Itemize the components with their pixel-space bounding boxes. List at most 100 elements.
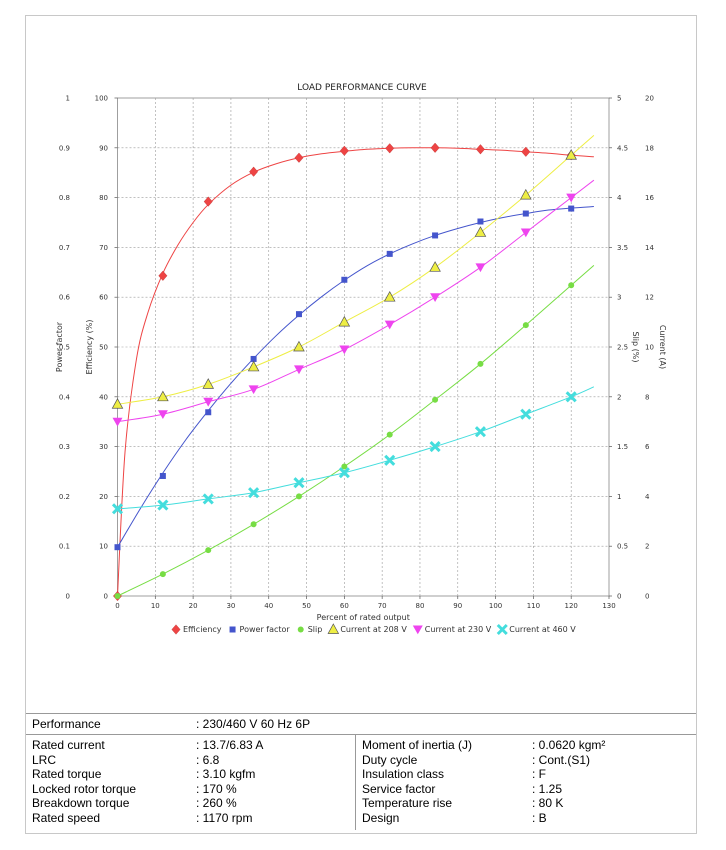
power-factor-tick-label: 0.7 <box>59 244 70 252</box>
data-point-slip <box>159 571 166 578</box>
data-point-slip <box>477 360 484 367</box>
series-line-slip <box>117 264 595 597</box>
spec-row: Breakdown torque : 260 % Temperature ris… <box>26 796 696 811</box>
slip-tick-label: 0.5 <box>617 543 628 551</box>
data-point-current-at-460-v <box>474 426 487 438</box>
performance-value: : 230/460 V 60 Hz 6P <box>196 717 311 731</box>
series-layer <box>111 134 595 602</box>
power-factor-axis-title: Power factor <box>55 321 64 372</box>
power-factor-tick-label: 0.2 <box>59 493 70 501</box>
slip-tick-label: 2.5 <box>617 344 628 352</box>
data-point-current-at-460-v <box>293 477 305 489</box>
spec-grid: Rated current : 13.7/6.83 A Moment of in… <box>26 735 696 830</box>
data-point-current-at-460-v <box>157 499 169 511</box>
data-point-efficiency <box>339 145 349 156</box>
series-line-power-factor <box>117 206 594 548</box>
x-axis-title: Percent of rated output <box>317 613 410 622</box>
data-point-efficiency <box>249 166 259 177</box>
spec-label: Moment of inertia (J) <box>362 738 473 752</box>
spec-table: Performance : 230/460 V 60 Hz 6P Rated c… <box>26 713 696 830</box>
current-tick-label: 4 <box>645 493 650 501</box>
spec-label: Duty cycle <box>362 752 418 767</box>
legend-label-efficiency: Efficiency <box>183 625 222 634</box>
efficiency-tick-label: 10 <box>99 543 108 551</box>
legend-label-slip: Slip <box>308 625 323 634</box>
performance-row: Performance : 230/460 V 60 Hz 6P <box>26 714 696 735</box>
load-performance-chart: LOAD PERFORMANCE CURVE 0 10 20 30 40 50 60 70 80… <box>55 83 667 636</box>
data-point-current-at-230-v <box>566 193 577 203</box>
spec-row: LRC : 6.8 Duty cycle : Cont.(S1) <box>26 753 696 768</box>
data-point-power-factor <box>250 355 257 362</box>
data-point-efficiency <box>158 270 168 281</box>
series-line-efficiency <box>117 147 594 597</box>
slip-tick-label: 1 <box>617 493 621 501</box>
legend-item-efficiency: Efficiency <box>171 624 222 635</box>
data-point-current-at-208-v <box>474 226 487 237</box>
data-point-power-factor <box>114 544 121 551</box>
data-point-current-at-208-v <box>520 188 532 200</box>
data-point-efficiency <box>430 142 440 153</box>
current-tick-label: 6 <box>645 443 650 451</box>
data-point-slip <box>341 463 348 470</box>
spec-value: : 3.10 kgfm <box>196 767 256 781</box>
spec-label: Rated torque <box>32 767 102 781</box>
power-factor-tick-label: 0.8 <box>59 194 70 202</box>
spec-value: : 13.7/6.83 A <box>196 738 264 752</box>
spec-label: Temperature rise <box>362 796 453 810</box>
spec-value: : F <box>532 767 546 781</box>
spec-label: Rated speed <box>32 810 101 825</box>
data-point-slip <box>432 396 439 403</box>
power-factor-tick-label: 1 <box>66 95 70 103</box>
x-tick-label: 60 <box>340 602 349 610</box>
x-tick-label: 40 <box>264 602 273 610</box>
power-factor-tick-label: 0.1 <box>59 543 70 551</box>
x-tick-label: 30 <box>226 602 235 610</box>
series-slip <box>114 264 595 599</box>
x-tick-label: 80 <box>416 602 425 610</box>
spec-label: Insulation class <box>362 767 445 781</box>
data-point-power-factor <box>159 472 166 479</box>
data-point-current-at-230-v <box>248 385 259 395</box>
data-point-current-at-460-v <box>565 391 577 403</box>
legend-marker-power-factor <box>229 626 236 633</box>
data-point-efficiency <box>294 152 304 163</box>
data-point-power-factor <box>205 409 212 416</box>
spec-value: : 1170 rpm <box>196 810 253 825</box>
data-point-efficiency <box>203 196 213 207</box>
data-point-current-at-460-v <box>202 493 214 505</box>
slip-tick-label: 0 <box>617 593 621 601</box>
table-divider <box>355 735 356 830</box>
slip-axis-title: Slip (%) <box>631 332 640 363</box>
data-point-current-at-230-v <box>384 320 395 330</box>
slip-tick-label: 2 <box>617 393 621 401</box>
data-point-current-at-460-v <box>384 454 396 466</box>
spec-label: Design <box>362 810 400 825</box>
legend-marker-efficiency <box>171 624 181 635</box>
data-point-current-at-230-v <box>430 293 441 302</box>
data-point-current-at-460-v <box>111 503 124 515</box>
series-line-current-at-460-v <box>117 386 595 510</box>
x-tick-label: 20 <box>189 602 198 610</box>
efficiency-tick-label: 70 <box>99 244 108 252</box>
data-point-current-at-230-v <box>157 410 168 420</box>
data-point-current-at-230-v <box>475 263 486 273</box>
spec-label: LRC <box>32 752 57 767</box>
legend-label-current-at-460-v: Current at 460 V <box>509 625 576 634</box>
data-point-current-at-460-v <box>429 441 441 453</box>
data-point-power-factor <box>386 250 393 257</box>
power-factor-tick-label: 0.4 <box>59 393 71 401</box>
data-point-current-at-208-v <box>565 149 577 160</box>
x-tick-label: 50 <box>302 602 311 610</box>
data-point-power-factor <box>295 311 302 318</box>
chart-title: LOAD PERFORMANCE CURVE <box>297 83 427 93</box>
data-point-slip <box>386 431 393 438</box>
slip-tick-label: 5 <box>617 95 621 103</box>
efficiency-tick-label: 60 <box>99 294 108 302</box>
efficiency-axis-title: Efficiency (%) <box>85 320 94 375</box>
series-current-at-460-v <box>111 386 595 515</box>
current-tick-label: 8 <box>645 393 649 401</box>
x-tick-label: 120 <box>565 602 578 610</box>
legend-item-current-at-460-v: Current at 460 V <box>496 623 576 636</box>
data-point-slip <box>295 493 302 500</box>
data-point-slip <box>522 322 529 329</box>
